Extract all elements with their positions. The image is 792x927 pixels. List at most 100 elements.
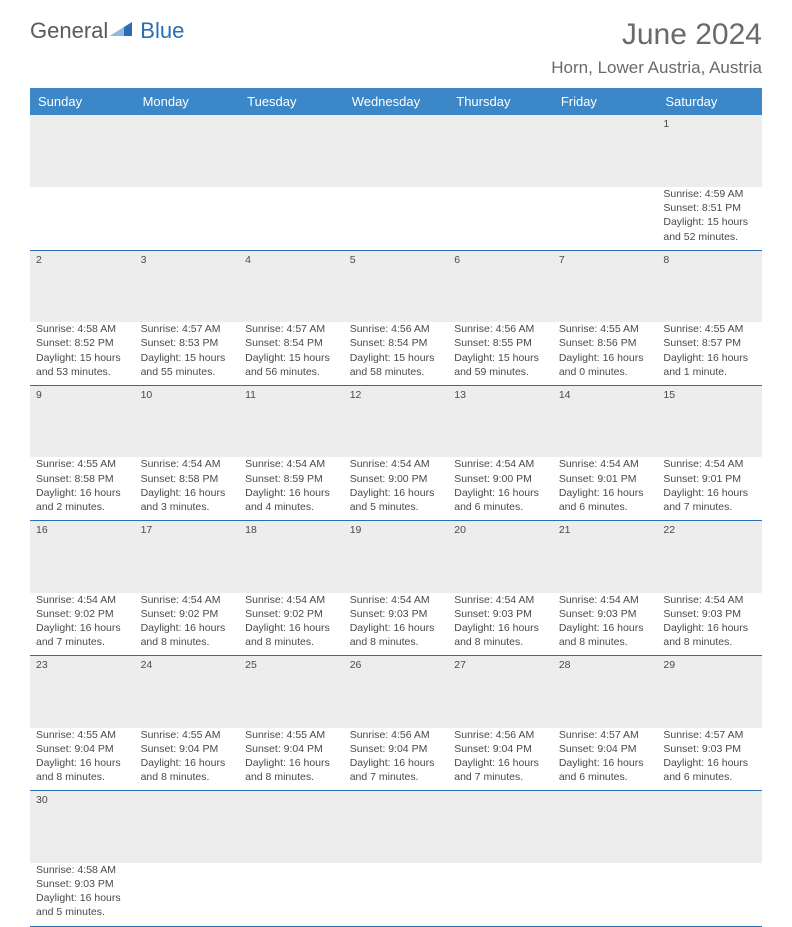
calendar-table: Sunday Monday Tuesday Wednesday Thursday… [30,88,762,927]
day-number-cell [553,115,658,187]
month-title: June 2024 [551,18,762,52]
daylight-text: Daylight: 15 hours and 56 minutes. [245,351,338,379]
sunset-text: Sunset: 9:01 PM [559,472,652,486]
sunrise-text: Sunrise: 4:54 AM [141,457,234,471]
sunrise-text: Sunrise: 4:54 AM [245,593,338,607]
daylight-text: Daylight: 16 hours and 8 minutes. [36,756,129,784]
day-info-cell [30,187,135,250]
day-number-cell: 8 [657,250,762,322]
sunset-text: Sunset: 9:03 PM [559,607,652,621]
day-number-cell: 13 [448,385,553,457]
day-info-cell [239,187,344,250]
sunset-text: Sunset: 8:59 PM [245,472,338,486]
daylight-text: Daylight: 15 hours and 55 minutes. [141,351,234,379]
sunrise-text: Sunrise: 4:55 AM [141,728,234,742]
day-number-cell: 11 [239,385,344,457]
day-info-row: Sunrise: 4:58 AMSunset: 9:03 PMDaylight:… [30,863,762,926]
daylight-text: Daylight: 16 hours and 8 minutes. [245,621,338,649]
day-number-cell: 6 [448,250,553,322]
daylight-text: Daylight: 16 hours and 5 minutes. [350,486,443,514]
day-number-cell: 29 [657,656,762,728]
sunset-text: Sunset: 8:58 PM [141,472,234,486]
day-number-cell [135,115,240,187]
sunset-text: Sunset: 9:04 PM [36,742,129,756]
day-info-cell: Sunrise: 4:57 AMSunset: 9:03 PMDaylight:… [657,728,762,791]
day-info-cell: Sunrise: 4:54 AMSunset: 9:03 PMDaylight:… [657,593,762,656]
day-info-cell [344,187,449,250]
day-info-cell: Sunrise: 4:56 AMSunset: 9:04 PMDaylight:… [448,728,553,791]
daylight-text: Daylight: 16 hours and 8 minutes. [559,621,652,649]
sunrise-text: Sunrise: 4:59 AM [663,187,756,201]
sunrise-text: Sunrise: 4:56 AM [454,322,547,336]
daylight-text: Daylight: 16 hours and 8 minutes. [663,621,756,649]
day-info-cell [553,863,658,926]
daylight-text: Daylight: 16 hours and 8 minutes. [245,756,338,784]
sunrise-text: Sunrise: 4:54 AM [663,457,756,471]
day-number-cell: 25 [239,656,344,728]
sunset-text: Sunset: 8:57 PM [663,336,756,350]
sunrise-text: Sunrise: 4:56 AM [350,322,443,336]
sunrise-text: Sunrise: 4:54 AM [663,593,756,607]
sunrise-text: Sunrise: 4:55 AM [559,322,652,336]
day-info-cell: Sunrise: 4:54 AMSunset: 9:00 PMDaylight:… [448,457,553,520]
sunrise-text: Sunrise: 4:56 AM [454,728,547,742]
daylight-text: Daylight: 16 hours and 8 minutes. [454,621,547,649]
daylight-text: Daylight: 16 hours and 6 minutes. [663,756,756,784]
sunrise-text: Sunrise: 4:54 AM [245,457,338,471]
sunrise-text: Sunrise: 4:58 AM [36,863,129,877]
day-info-cell: Sunrise: 4:55 AMSunset: 9:04 PMDaylight:… [30,728,135,791]
sunset-text: Sunset: 9:03 PM [454,607,547,621]
day-number-cell: 7 [553,250,658,322]
day-number-cell: 3 [135,250,240,322]
day-number-cell: 14 [553,385,658,457]
logo-text-general: General [30,18,108,44]
day-info-cell [657,863,762,926]
day-number-cell: 19 [344,521,449,593]
day-number-cell: 9 [30,385,135,457]
sunset-text: Sunset: 9:03 PM [350,607,443,621]
sunrise-text: Sunrise: 4:54 AM [350,457,443,471]
day-info-cell: Sunrise: 4:54 AMSunset: 9:00 PMDaylight:… [344,457,449,520]
sunrise-text: Sunrise: 4:55 AM [245,728,338,742]
day-number-cell: 26 [344,656,449,728]
weekday-header-row: Sunday Monday Tuesday Wednesday Thursday… [30,88,762,115]
day-number-cell: 28 [553,656,658,728]
day-info-cell: Sunrise: 4:55 AMSunset: 9:04 PMDaylight:… [239,728,344,791]
day-number-cell [448,115,553,187]
sunrise-text: Sunrise: 4:57 AM [663,728,756,742]
sunrise-text: Sunrise: 4:55 AM [36,457,129,471]
logo-text-blue: Blue [140,18,184,44]
daylight-text: Daylight: 16 hours and 8 minutes. [141,756,234,784]
sunset-text: Sunset: 9:00 PM [454,472,547,486]
weekday-header: Tuesday [239,88,344,115]
weekday-header: Thursday [448,88,553,115]
sunrise-text: Sunrise: 4:55 AM [36,728,129,742]
weekday-header: Monday [135,88,240,115]
daylight-text: Daylight: 16 hours and 1 minute. [663,351,756,379]
sunset-text: Sunset: 8:52 PM [36,336,129,350]
sunrise-text: Sunrise: 4:54 AM [350,593,443,607]
daylight-text: Daylight: 16 hours and 4 minutes. [245,486,338,514]
day-info-row: Sunrise: 4:54 AMSunset: 9:02 PMDaylight:… [30,593,762,656]
day-number-cell: 23 [30,656,135,728]
title-block: June 2024 Horn, Lower Austria, Austria [551,18,762,78]
day-info-cell: Sunrise: 4:56 AMSunset: 8:54 PMDaylight:… [344,322,449,385]
logo-triangle-icon [110,20,136,43]
sunrise-text: Sunrise: 4:54 AM [454,593,547,607]
day-number-cell: 5 [344,250,449,322]
day-number-cell [344,115,449,187]
sunrise-text: Sunrise: 4:56 AM [350,728,443,742]
day-number-row: 23242526272829 [30,656,762,728]
day-info-cell: Sunrise: 4:54 AMSunset: 8:59 PMDaylight:… [239,457,344,520]
day-info-cell: Sunrise: 4:56 AMSunset: 9:04 PMDaylight:… [344,728,449,791]
sunset-text: Sunset: 8:51 PM [663,201,756,215]
day-number-cell [239,791,344,863]
daylight-text: Daylight: 16 hours and 6 minutes. [559,756,652,784]
daylight-text: Daylight: 16 hours and 7 minutes. [36,621,129,649]
day-info-row: Sunrise: 4:58 AMSunset: 8:52 PMDaylight:… [30,322,762,385]
daylight-text: Daylight: 16 hours and 7 minutes. [663,486,756,514]
daylight-text: Daylight: 16 hours and 6 minutes. [454,486,547,514]
day-number-cell: 20 [448,521,553,593]
day-info-cell: Sunrise: 4:57 AMSunset: 9:04 PMDaylight:… [553,728,658,791]
day-number-cell: 15 [657,385,762,457]
